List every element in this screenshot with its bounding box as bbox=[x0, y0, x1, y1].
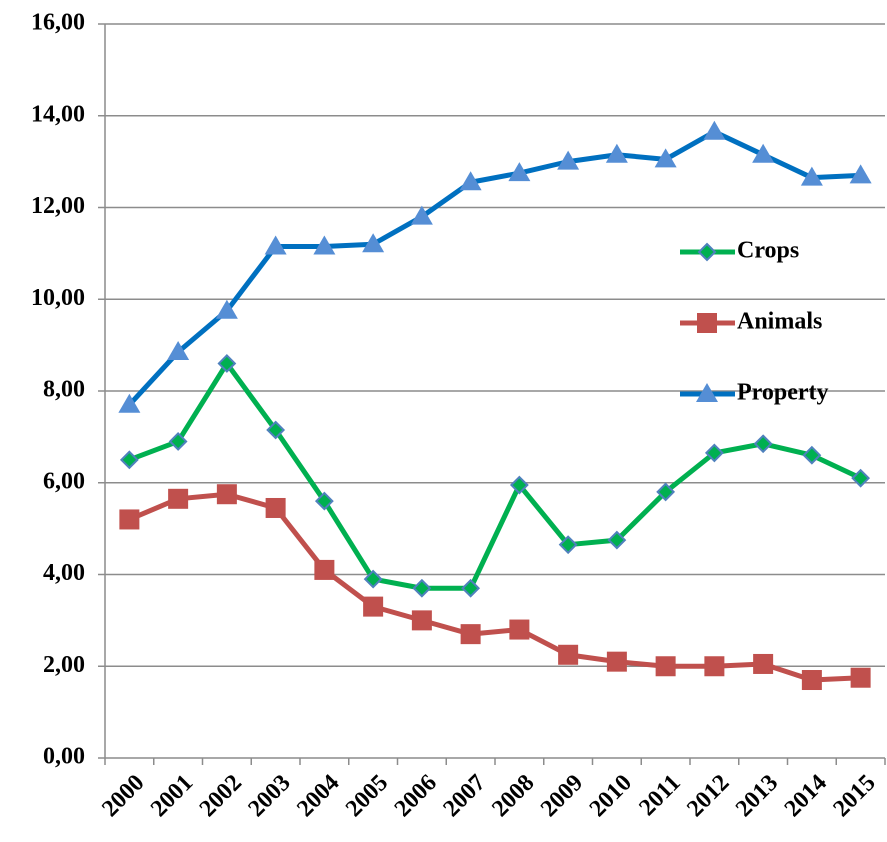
x-tick-label: 2015 bbox=[828, 770, 880, 822]
x-tick-label: 2005 bbox=[341, 770, 393, 822]
y-tick-label: 0,00 bbox=[43, 744, 85, 770]
marker bbox=[704, 656, 725, 677]
marker bbox=[167, 341, 190, 361]
legend-label: Property bbox=[737, 380, 829, 406]
marker bbox=[850, 667, 871, 688]
marker bbox=[119, 450, 139, 470]
y-tick-label: 2,00 bbox=[43, 652, 85, 678]
marker bbox=[509, 475, 529, 495]
marker bbox=[558, 535, 578, 555]
x-tick-label: 2014 bbox=[780, 770, 832, 822]
x-tick-label: 2002 bbox=[195, 770, 247, 822]
series-line bbox=[128, 360, 862, 591]
marker bbox=[363, 596, 384, 617]
x-tick-label: 2010 bbox=[585, 770, 637, 822]
legend-marker bbox=[696, 383, 718, 402]
marker bbox=[753, 434, 773, 454]
marker bbox=[703, 120, 726, 140]
series-line bbox=[128, 491, 861, 683]
y-tick-label: 6,00 bbox=[43, 468, 85, 494]
x-tick-label: 2003 bbox=[243, 770, 295, 822]
marker bbox=[606, 651, 627, 672]
marker bbox=[801, 670, 822, 691]
marker bbox=[459, 171, 482, 191]
x-tick-label: 2012 bbox=[682, 770, 734, 822]
marker bbox=[118, 393, 141, 413]
x-tick-label: 2011 bbox=[634, 770, 685, 821]
marker bbox=[508, 162, 531, 182]
marker bbox=[266, 420, 286, 440]
marker bbox=[851, 468, 871, 488]
marker bbox=[410, 205, 433, 225]
legend-label: Crops bbox=[737, 238, 799, 264]
marker bbox=[753, 653, 774, 674]
marker bbox=[314, 491, 334, 511]
y-tick-label: 10,00 bbox=[31, 285, 85, 311]
marker bbox=[215, 299, 238, 319]
marker bbox=[363, 569, 383, 589]
y-tick-label: 16,00 bbox=[31, 10, 85, 36]
x-tick-label: 2009 bbox=[536, 770, 588, 822]
marker bbox=[119, 509, 140, 530]
legend-marker bbox=[697, 242, 717, 262]
marker bbox=[509, 619, 530, 640]
marker bbox=[217, 354, 237, 373]
marker bbox=[168, 432, 188, 451]
x-tick-label: 2004 bbox=[292, 770, 344, 822]
x-tick-label: 2007 bbox=[438, 770, 490, 822]
marker bbox=[264, 235, 287, 255]
marker bbox=[168, 488, 189, 509]
marker bbox=[313, 235, 336, 255]
marker bbox=[314, 559, 335, 580]
marker bbox=[411, 610, 432, 631]
legend-marker bbox=[697, 313, 717, 333]
y-tick-label: 4,00 bbox=[43, 560, 85, 586]
marker bbox=[752, 143, 775, 163]
marker bbox=[558, 644, 579, 665]
marker bbox=[607, 530, 627, 550]
x-tick-label: 2013 bbox=[731, 770, 783, 822]
x-tick-label: 2006 bbox=[390, 770, 442, 822]
marker bbox=[460, 624, 481, 645]
marker bbox=[605, 143, 628, 163]
marker bbox=[656, 482, 676, 502]
x-tick-label: 2008 bbox=[487, 770, 539, 822]
marker bbox=[800, 166, 823, 186]
marker bbox=[557, 150, 580, 170]
y-tick-label: 12,00 bbox=[31, 193, 85, 219]
marker bbox=[802, 445, 822, 465]
marker bbox=[461, 578, 481, 598]
x-tick-label: 2001 bbox=[146, 770, 198, 822]
marker bbox=[412, 578, 432, 598]
marker bbox=[216, 484, 237, 505]
marker bbox=[265, 497, 286, 518]
marker bbox=[655, 656, 676, 677]
y-tick-label: 14,00 bbox=[31, 101, 85, 127]
marker bbox=[704, 443, 724, 463]
marker bbox=[362, 233, 385, 253]
marker bbox=[654, 148, 677, 168]
series-line bbox=[127, 129, 861, 407]
marker bbox=[849, 164, 872, 184]
x-tick-label: 2000 bbox=[97, 770, 149, 822]
legend-label: Animals bbox=[737, 309, 822, 335]
y-tick-label: 8,00 bbox=[43, 377, 85, 403]
